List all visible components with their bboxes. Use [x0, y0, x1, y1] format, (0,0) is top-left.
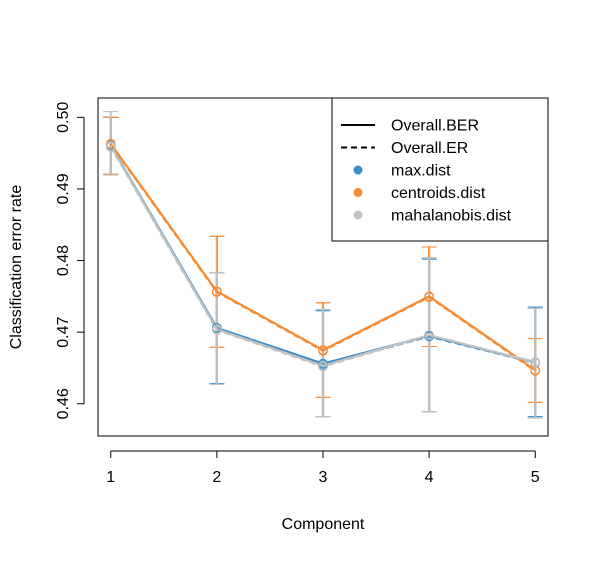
legend-label: Overall.BER	[391, 118, 479, 135]
y-axis-label: Classification error rate	[8, 185, 25, 350]
series-line	[109, 145, 536, 367]
legend-label: centroids.dist	[391, 185, 486, 202]
x-tick-label: 2	[212, 469, 221, 486]
data-point	[211, 324, 222, 335]
y-tick-label: 0.50	[55, 102, 72, 133]
data-point	[211, 286, 222, 297]
legend-label: mahalanobis.dist	[391, 208, 512, 225]
data-point	[105, 141, 116, 151]
data-point	[530, 357, 541, 368]
y-tick-label: 0.46	[55, 388, 72, 419]
legend-key-point	[353, 188, 363, 197]
series-line	[109, 143, 536, 372]
x-tick-label: 3	[319, 469, 328, 486]
x-axis-label: Component	[282, 516, 365, 533]
series-lines	[109, 143, 536, 372]
legend-label: Overall.ER	[391, 140, 468, 157]
x-tick-label: 1	[106, 469, 115, 486]
x-tick-label: 4	[425, 469, 434, 486]
legend-label: max.dist	[391, 163, 451, 180]
data-point	[530, 365, 541, 376]
axes: 1 2 3 4 5 0.46 0.47 0.48 0.49 0.50	[55, 102, 540, 486]
series-points	[105, 138, 541, 376]
legend-key-point	[353, 210, 363, 220]
data-point	[424, 330, 435, 340]
legend-key-point	[353, 165, 363, 175]
plot-box	[97, 97, 549, 437]
legend: Overall.BER Overall.ER max.dist centroids.d…	[331, 97, 549, 242]
y-tick-label: 0.49	[55, 173, 72, 204]
legend-items: Overall.BER Overall.ER max.dist centroids.d…	[341, 118, 512, 225]
data-point	[318, 360, 328, 371]
data-point	[424, 291, 435, 302]
y-tick-label: 0.48	[55, 245, 72, 276]
y-tick-label: 0.47	[55, 316, 72, 347]
x-tick-label: 5	[531, 469, 540, 486]
legend-box	[331, 97, 549, 242]
data-point	[318, 345, 328, 355]
